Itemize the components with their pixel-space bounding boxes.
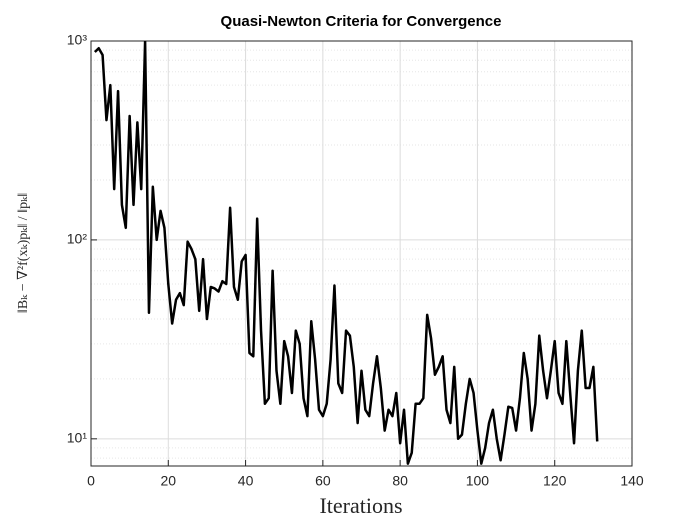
- y-axis-label: ‖Bₖ − ∇²f(xₖ)pₖ‖ / ‖pₖ‖: [16, 193, 31, 313]
- x-axis-label: Iterations: [319, 493, 402, 518]
- x-tick-label: 0: [87, 473, 95, 489]
- y-tick-label: 10³: [67, 32, 88, 48]
- x-tick-label: 120: [543, 473, 567, 489]
- y-tick-label: 10²: [67, 231, 88, 247]
- x-tick-label: 20: [160, 473, 176, 489]
- x-tick-label: 100: [466, 473, 490, 489]
- plot-frame: [90, 40, 633, 467]
- x-tick-label: 40: [238, 473, 254, 489]
- chart-title: Quasi-Newton Criteria for Convergence: [221, 13, 502, 30]
- data-line: [93, 41, 599, 465]
- x-tick-label: 140: [620, 473, 644, 489]
- y-tick-label: 10¹: [67, 430, 88, 446]
- x-tick-label: 80: [392, 473, 408, 489]
- x-tick-label: 60: [315, 473, 331, 489]
